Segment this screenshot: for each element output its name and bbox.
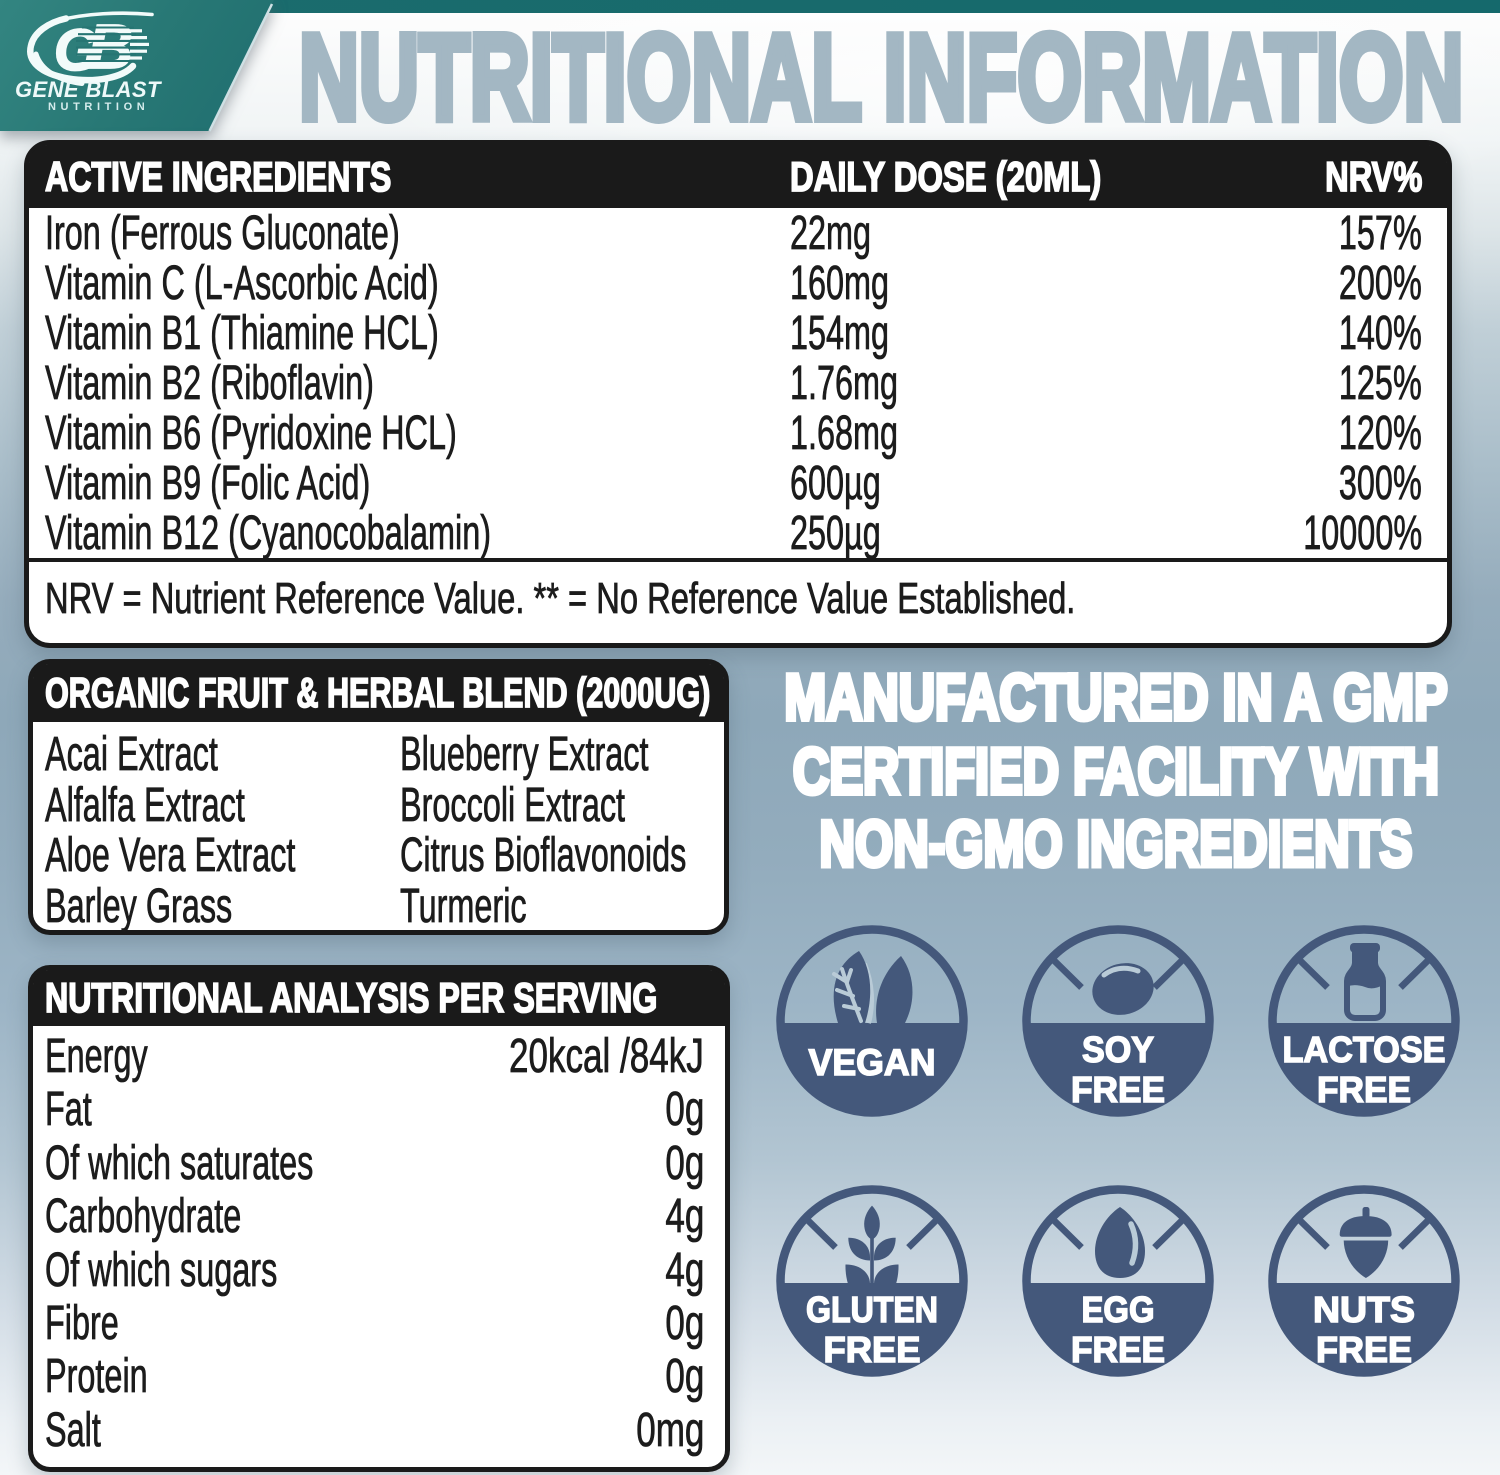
svg-text:EGG: EGG bbox=[1082, 1289, 1155, 1330]
svg-text:SOY: SOY bbox=[1082, 1029, 1154, 1070]
svg-text:FREE: FREE bbox=[824, 1329, 921, 1370]
svg-text:NUTRITION: NUTRITION bbox=[48, 101, 149, 113]
svg-text:MANUFACTURED IN A GMP: MANUFACTURED IN A GMP bbox=[784, 661, 1447, 734]
svg-text:GENE BLAST: GENE BLAST bbox=[15, 77, 162, 102]
svg-text:FREE: FREE bbox=[1316, 1329, 1412, 1370]
svg-text:NUTS: NUTS bbox=[1313, 1289, 1415, 1330]
svg-text:GLUTEN: GLUTEN bbox=[806, 1289, 938, 1330]
svg-text:FREE: FREE bbox=[1071, 1329, 1165, 1370]
svg-text:NUTRITIONAL INFORMATION: NUTRITIONAL INFORMATION bbox=[299, 10, 1463, 135]
svg-text:LACTOSE: LACTOSE bbox=[1283, 1029, 1446, 1070]
svg-text:NON-GMO INGREDIENTS: NON-GMO INGREDIENTS bbox=[820, 808, 1413, 880]
svg-text:CERTIFIED FACILITY WITH: CERTIFIED FACILITY WITH bbox=[793, 735, 1439, 808]
svg-text:G: G bbox=[54, 18, 99, 83]
svg-text:FREE: FREE bbox=[1317, 1069, 1411, 1110]
svg-text:VEGAN: VEGAN bbox=[808, 1042, 935, 1083]
svg-text:FREE: FREE bbox=[1071, 1069, 1165, 1110]
